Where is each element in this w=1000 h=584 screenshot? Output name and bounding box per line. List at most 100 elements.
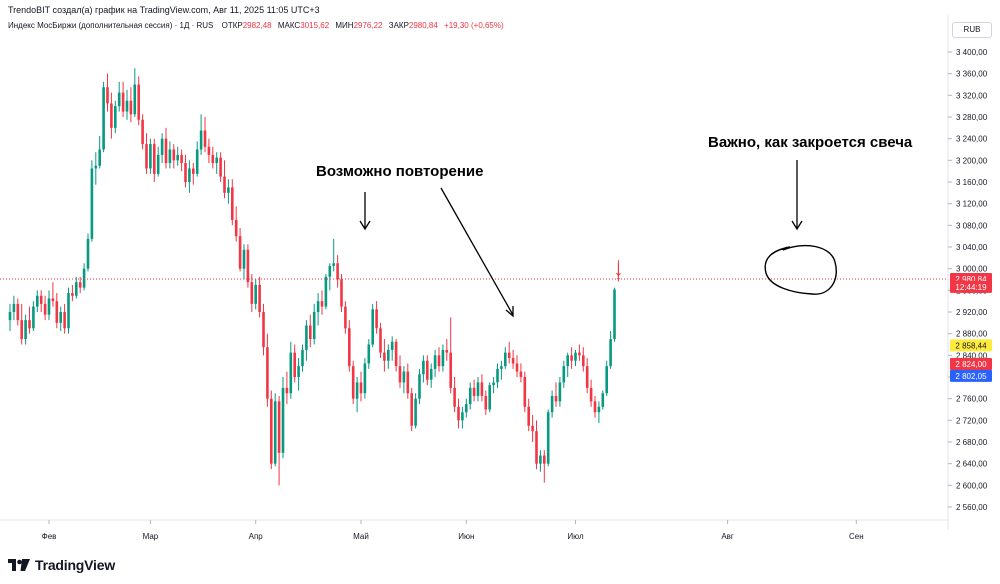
candle	[51, 282, 55, 307]
y-tick-label: 2 920,00	[956, 308, 988, 317]
candle-body	[488, 385, 491, 410]
candle-body	[507, 352, 511, 359]
candle	[527, 398, 530, 432]
candle-body	[597, 406, 601, 413]
y-tick-label: 3 400,00	[956, 48, 988, 57]
candle	[422, 355, 425, 383]
candle	[437, 347, 441, 372]
candle	[164, 127, 168, 169]
candle-body	[387, 349, 390, 361]
candle	[242, 244, 246, 280]
candle	[387, 344, 390, 369]
y-tick-label: 2 720,00	[956, 416, 988, 425]
candle-body	[55, 301, 59, 323]
candle	[110, 92, 113, 139]
x-tick-label: Мар	[143, 532, 159, 541]
candle-body	[355, 382, 359, 399]
price-chart[interactable]: 2 560,00 2 600,00 2 640,00 2 680,00 2 720,00…	[0, 0, 1000, 550]
candle	[546, 409, 550, 467]
candle-body	[449, 352, 452, 388]
candle-body	[153, 144, 156, 174]
candle	[8, 303, 12, 331]
candle	[441, 344, 445, 372]
candle-body	[379, 328, 382, 353]
candle-body	[121, 92, 125, 112]
candle-body	[172, 149, 176, 161]
candle-body	[445, 349, 449, 353]
candle-body	[32, 306, 35, 329]
candle-body	[593, 401, 597, 413]
candle	[418, 368, 421, 405]
candle-body	[24, 320, 27, 340]
price-tag: 2 858,44	[950, 339, 992, 352]
candle-body	[129, 100, 133, 115]
candle	[289, 341, 293, 399]
candle-body	[78, 282, 82, 288]
candle	[336, 255, 339, 288]
candle-body	[433, 355, 437, 369]
candle	[613, 287, 616, 342]
currency-button[interactable]: RUB	[952, 22, 992, 38]
y-tick-label: 2 880,00	[956, 330, 988, 339]
candle	[258, 276, 261, 318]
price-axis[interactable]: 2 560,00 2 600,00 2 640,00 2 680,00 2 720,00…	[947, 15, 988, 530]
candle-body	[375, 309, 378, 329]
candle-body	[94, 165, 98, 169]
candle	[78, 276, 82, 294]
candle	[379, 322, 382, 359]
x-tick-label: Июн	[458, 532, 474, 541]
y-tick-label: 3 080,00	[956, 221, 988, 230]
ohlc-close-value: 2980,84	[408, 21, 438, 30]
candle-body	[82, 268, 86, 288]
candle	[504, 347, 507, 369]
candle	[585, 358, 589, 394]
candle-body	[133, 84, 137, 115]
candle-body	[332, 263, 335, 266]
candle	[566, 352, 569, 377]
candle	[98, 135, 101, 169]
candle-body	[574, 352, 577, 361]
candle	[32, 301, 35, 331]
candle-body	[406, 371, 410, 394]
candle	[227, 179, 230, 204]
candle	[129, 87, 133, 123]
x-tick-label: Фев	[42, 532, 57, 541]
candle-body	[125, 100, 129, 112]
candle	[184, 154, 187, 188]
candle-body	[184, 163, 187, 182]
candle-body	[227, 187, 230, 193]
candle	[554, 382, 558, 407]
candle	[312, 303, 316, 345]
x-tick-label: Июл	[567, 532, 584, 541]
candle-body	[67, 293, 70, 329]
tradingview-logo[interactable]: TradingView	[8, 556, 115, 574]
candle-body	[102, 87, 105, 150]
candle-body	[527, 406, 530, 426]
candle-body	[98, 149, 101, 166]
candle-body	[164, 138, 168, 164]
candle-body	[363, 363, 367, 394]
brand-name: TradingView	[35, 557, 116, 573]
candle	[316, 293, 320, 326]
candle-body	[422, 360, 425, 375]
candle	[176, 146, 179, 166]
candle	[519, 363, 523, 383]
attribution-text: TrendoBIT создал(а) график на TradingVie…	[8, 5, 320, 15]
candle	[59, 306, 62, 331]
time-axis[interactable]: Фев Мар Апр Май Июн Июл Авг Сен	[0, 519, 948, 541]
candle	[285, 371, 289, 405]
candle-body	[285, 387, 289, 394]
candle-body	[281, 387, 285, 453]
candle	[492, 377, 495, 394]
price-change: +19,30 (+0,65%)	[444, 21, 504, 30]
candle-body	[426, 360, 429, 380]
candle-body	[192, 168, 195, 174]
candle	[390, 336, 394, 361]
candle	[309, 314, 312, 348]
candle	[28, 306, 31, 334]
candle	[426, 355, 429, 386]
candle-body	[570, 355, 573, 361]
tradingview-logo-icon	[8, 559, 30, 571]
candlestick-series	[8, 68, 621, 486]
arrow-down-icon	[615, 263, 621, 277]
